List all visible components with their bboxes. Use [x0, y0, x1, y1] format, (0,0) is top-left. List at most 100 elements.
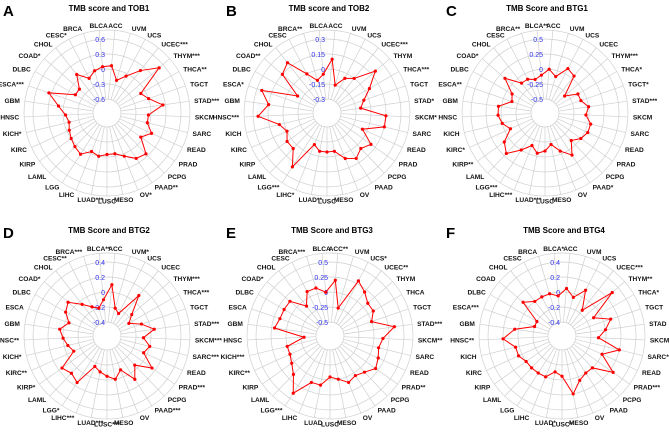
category-label: KIRC	[231, 147, 247, 154]
data-point	[146, 97, 151, 101]
category-label: HNSC**	[0, 338, 20, 345]
data-point	[560, 374, 564, 378]
spoke	[116, 122, 165, 174]
spoke	[24, 336, 94, 341]
spoke	[547, 126, 562, 195]
category-label: GBM	[225, 98, 241, 105]
category-label: KICH*	[3, 354, 22, 361]
data-point	[105, 152, 109, 157]
category-label: CESC	[268, 32, 287, 39]
category-label: OV	[140, 415, 150, 422]
category-label: UVM	[587, 249, 602, 256]
category-label: LUSC***	[94, 422, 120, 429]
category-label: LIHC*	[276, 192, 294, 199]
category-label: UVM	[352, 26, 367, 33]
data-point	[359, 106, 363, 110]
spoke	[528, 126, 543, 195]
spoke	[575, 323, 645, 335]
spoke	[575, 308, 641, 332]
category-label: KIRC	[466, 370, 482, 377]
spoke	[264, 58, 317, 105]
spoke	[111, 348, 139, 414]
data-point	[501, 337, 505, 341]
category-label: PCPG	[388, 174, 407, 181]
data-point	[530, 143, 534, 148]
data-point	[116, 311, 121, 316]
category-label: HNSC	[223, 338, 242, 345]
spoke	[340, 115, 408, 133]
spoke	[530, 348, 558, 414]
data-point	[47, 91, 51, 95]
category-label: SKCM**	[418, 338, 443, 345]
spoke	[504, 345, 553, 397]
category-label: LGG	[45, 185, 59, 192]
data-point	[554, 74, 558, 79]
radial-tick-label: 0.2	[95, 275, 105, 282]
data-point	[73, 93, 77, 97]
data-point	[533, 77, 537, 82]
category-label: THCA*	[638, 290, 659, 297]
spoke	[334, 124, 373, 184]
spoke	[116, 345, 165, 397]
category-label: PRAD	[617, 162, 636, 169]
category-label: SKCM*	[415, 115, 437, 122]
data-point	[392, 325, 396, 329]
chart-title: TMB Score and BTG4	[523, 226, 605, 235]
data-point	[579, 136, 583, 141]
spoke	[340, 85, 406, 109]
data-point	[363, 290, 367, 294]
category-label: LAML	[28, 397, 46, 404]
radial-tick-label: 0.3	[315, 37, 325, 44]
category-label: KIRC	[11, 147, 27, 154]
category-label: SKCM***	[195, 338, 223, 345]
spoke	[499, 124, 538, 184]
data-point	[583, 288, 588, 292]
category-label: UVM	[355, 249, 370, 256]
data-point	[78, 152, 83, 156]
spoke	[110, 33, 131, 100]
data-point	[69, 371, 74, 375]
spoke	[26, 115, 94, 133]
data-point	[73, 145, 77, 149]
data-point	[291, 372, 296, 376]
category-label: GBM	[443, 98, 459, 105]
spoke	[115, 47, 159, 103]
data-point	[516, 354, 521, 358]
spoke	[281, 124, 320, 184]
spoke	[288, 39, 321, 101]
data-point	[280, 72, 285, 76]
data-point	[139, 135, 143, 139]
spoke	[489, 294, 551, 330]
spoke	[343, 308, 409, 332]
category-label: SARC**	[648, 354, 669, 361]
data-point	[500, 121, 504, 125]
data-point	[333, 278, 337, 282]
category-label: PRAD**	[402, 385, 426, 392]
category-label: DLBC	[12, 67, 31, 74]
spoke	[343, 336, 413, 341]
radial-tick-label: -0.3	[313, 97, 325, 104]
data-point	[130, 312, 134, 317]
spoke	[556, 120, 613, 162]
series-line	[257, 57, 387, 169]
category-label: GBM	[228, 321, 244, 328]
data-point	[547, 67, 551, 71]
data-point	[513, 345, 518, 349]
category-label: ACC**	[329, 246, 349, 253]
category-label: PRAD	[399, 162, 418, 169]
spoke	[574, 341, 638, 371]
spoke	[247, 336, 317, 341]
category-label: BLCA	[89, 23, 108, 30]
data-point	[58, 327, 62, 331]
category-label: BLCA**	[87, 246, 111, 253]
spoke	[75, 348, 103, 414]
category-label: MESO	[569, 420, 588, 427]
radial-tick-label: -0.2	[548, 305, 560, 312]
category-label: LIHC	[514, 415, 530, 422]
data-point	[586, 130, 590, 135]
data-point	[611, 370, 615, 374]
data-point	[369, 320, 374, 324]
spoke	[523, 262, 556, 324]
radial-tick-label: 0	[321, 67, 325, 74]
category-label: LAML	[466, 174, 484, 181]
